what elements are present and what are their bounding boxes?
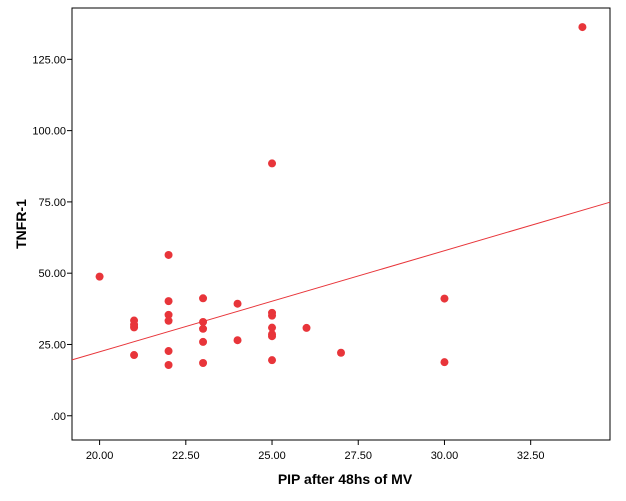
fit-line	[71, 201, 611, 361]
data-point	[199, 317, 208, 326]
data-points	[95, 23, 587, 370]
data-point	[199, 294, 208, 303]
plot-frame	[71, 7, 611, 441]
x-tick-label: 20.00	[86, 450, 114, 462]
y-axis-ticks: .00 25.00 50.00 75.00 100.00 125.00	[32, 54, 72, 423]
data-point	[164, 297, 173, 306]
data-point	[268, 159, 277, 168]
y-axis-title: TNFR-1	[13, 199, 29, 249]
data-point	[164, 250, 173, 259]
x-tick-label: 22.50	[172, 450, 200, 462]
x-axis-ticks: 20.00 22.50 25.00 27.50 30.00 32.50	[86, 440, 545, 462]
data-point	[164, 316, 173, 325]
y-tick-label: 100.00	[32, 126, 66, 138]
x-tick-label: 25.00	[258, 450, 286, 462]
data-point	[233, 336, 242, 345]
data-point	[199, 337, 208, 346]
data-point	[268, 323, 277, 332]
data-point	[130, 323, 139, 332]
y-tick-label: .00	[51, 411, 66, 423]
y-tick-label: 50.00	[38, 268, 66, 280]
data-point	[302, 323, 311, 332]
data-point	[268, 332, 277, 341]
x-tick-label: 32.50	[517, 450, 545, 462]
data-point	[233, 299, 242, 308]
x-tick-label: 30.00	[431, 450, 459, 462]
data-point	[164, 310, 173, 319]
y-tick-label: 125.00	[32, 54, 66, 66]
data-point	[268, 311, 277, 320]
data-point	[164, 347, 173, 356]
data-point	[578, 23, 587, 32]
y-tick-label: 25.00	[38, 339, 66, 351]
data-point	[337, 348, 345, 357]
data-point	[164, 361, 173, 370]
data-point	[130, 351, 139, 360]
data-point	[440, 294, 449, 303]
x-tick-label: 27.50	[344, 450, 372, 462]
data-point	[440, 358, 449, 367]
data-point	[199, 359, 208, 368]
y-tick-label: 75.00	[38, 197, 66, 209]
data-point	[199, 324, 208, 333]
data-point	[268, 356, 277, 365]
data-point	[95, 272, 104, 281]
x-axis-title: PIP after 48hs of MV	[278, 471, 413, 487]
